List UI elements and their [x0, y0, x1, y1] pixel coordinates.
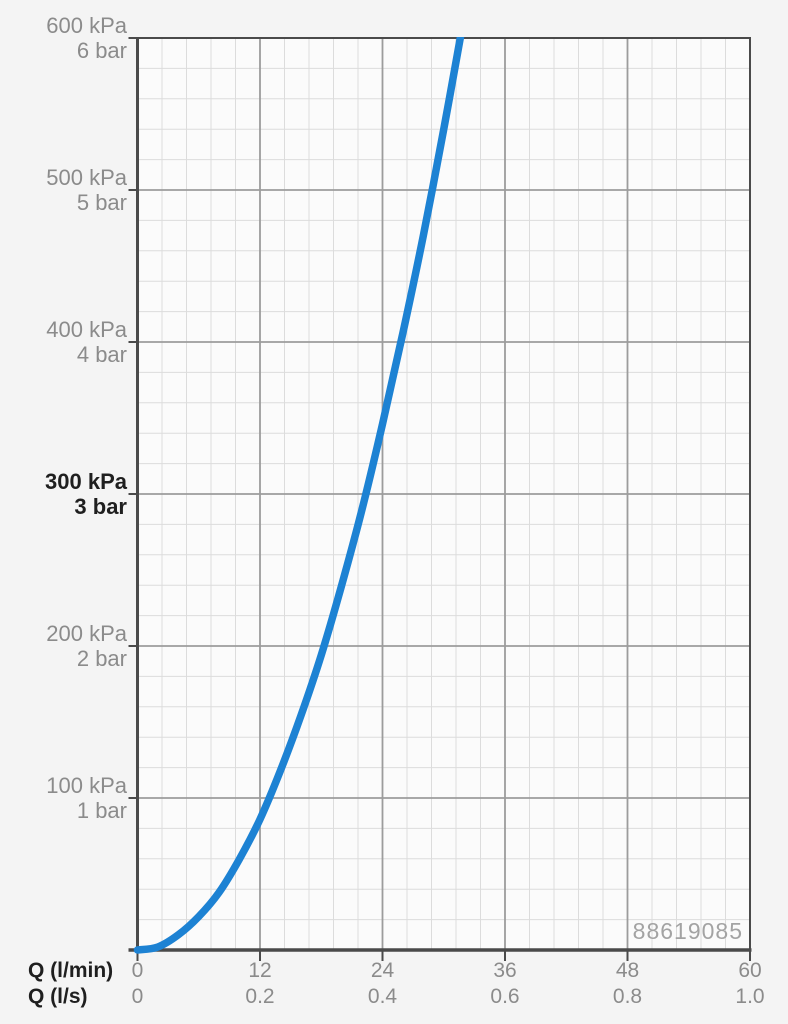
x-tick-lmin-36: 36 — [493, 959, 517, 982]
x-axis-label-lmin: Q (l/min) — [28, 959, 114, 982]
y-tick-kpa: 300 kPa — [45, 469, 127, 494]
y-tick-kpa: 500 kPa — [46, 165, 127, 190]
y-tick-label-200: 200 kPa 2 bar — [0, 621, 127, 671]
x-tick-lmin-24: 24 — [370, 959, 395, 982]
y-tick-label-100: 100 kPa 1 bar — [0, 773, 127, 823]
y-tick-bar: 2 bar — [76, 646, 127, 671]
y-tick-label-500: 500 kPa 5 bar — [0, 165, 127, 215]
x-tick-ls-0: 0 — [131, 985, 144, 1008]
y-tick-label-600: 600 kPa 6 bar — [0, 13, 127, 63]
y-tick-kpa: 200 kPa — [46, 621, 127, 646]
x-tick-lmin-60: 60 — [738, 959, 762, 982]
y-tick-bar: 5 bar — [76, 190, 127, 215]
x-tick-ls-24: 0.4 — [367, 985, 398, 1008]
x-tick-ls-36: 0.6 — [490, 985, 520, 1008]
x-axis-label-ls: Q (l/s) — [28, 985, 88, 1008]
x-tick-ls-12: 0.2 — [245, 985, 275, 1008]
y-tick-kpa: 400 kPa — [46, 317, 127, 342]
x-tick-lmin-0: 0 — [131, 959, 144, 982]
y-tick-bar: 4 bar — [76, 342, 127, 367]
y-tick-label-300: 300 kPa 3 bar — [0, 469, 127, 519]
y-tick-label-400: 400 kPa 4 bar — [0, 317, 127, 367]
flow-pressure-curve — [133, 37, 465, 954]
x-tick-ls-60: 1.0 — [735, 985, 765, 1008]
x-tick-lmin-12: 12 — [248, 959, 272, 982]
watermark-product-number: 88619085 — [632, 918, 743, 944]
x-tick-ls-48: 0.8 — [612, 985, 643, 1008]
y-tick-bar: 3 bar — [74, 494, 127, 519]
y-tick-bar: 1 bar — [76, 798, 127, 823]
y-tick-bar: 6 bar — [76, 38, 127, 63]
y-tick-kpa: 100 kPa — [46, 773, 127, 798]
y-tick-kpa: 600 kPa — [46, 13, 127, 38]
x-tick-lmin-48: 48 — [615, 959, 640, 982]
